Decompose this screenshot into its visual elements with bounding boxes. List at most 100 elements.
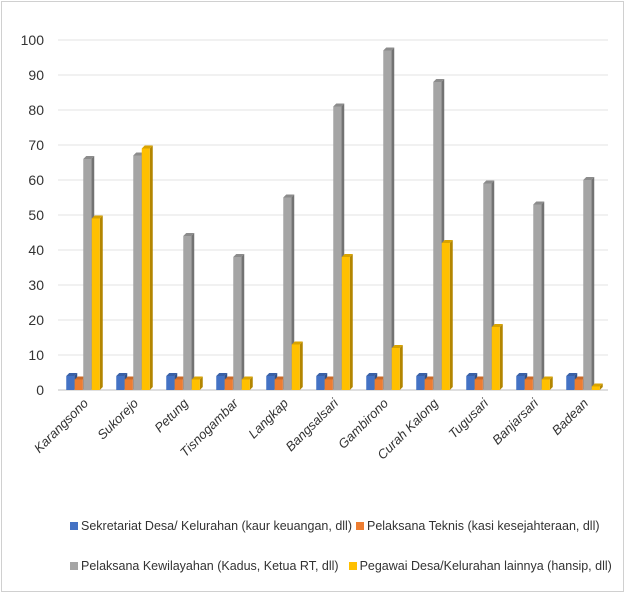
bar-front-face (583, 180, 592, 390)
bar-top-face (491, 324, 503, 327)
bar-top-face (141, 145, 153, 149)
bar-top-face (533, 201, 545, 205)
legend-swatch-sekretariat (70, 522, 78, 530)
bar-front-face (366, 376, 375, 390)
bar-top-face (424, 376, 436, 380)
bar-front-face (116, 376, 125, 390)
legend-label-pelaksana-teknis: Pelaksana Teknis (kasi kesejahteraan, dl… (366, 519, 600, 533)
y-tick-label: 30 (28, 277, 44, 293)
bar-front-face (474, 379, 483, 390)
bar-top-face (391, 345, 403, 348)
bar-front-face (74, 379, 83, 390)
bar-front-face (283, 197, 292, 390)
bar-front-face (441, 243, 450, 390)
legend-item-pelaksana-teknis: Pelaksana Teknis (kasi kesejahteraan, dl… (355, 519, 600, 533)
bar-front-face (141, 148, 150, 390)
bar-petung-s3 (191, 376, 203, 390)
bar-front-face (183, 236, 192, 390)
bar-top-face (324, 376, 336, 380)
legend-label-sekretariat: Sekretariat Desa/ Kelurahan (kaur keuang… (81, 519, 352, 533)
legend-row-1: Sekretariat Desa/ Kelurahan (kaur keuang… (70, 516, 610, 536)
y-tick-label: 100 (21, 32, 45, 48)
bar-front-face (166, 376, 175, 390)
legend-row-2: Pelaksana Kewilayahan (Kadus, Ketua RT, … (70, 556, 612, 576)
bar-tisnogambar-s2 (233, 254, 245, 390)
bar-side-face (149, 145, 153, 390)
x-tick-label: Petung (151, 395, 191, 435)
bar-side-face (241, 254, 245, 390)
bar-top-face (591, 383, 603, 387)
bar-gambirono-s3 (391, 345, 403, 390)
bar-front-face (491, 327, 500, 390)
bar-top-face (416, 373, 428, 376)
bar-side-face (541, 201, 545, 390)
y-tick-label: 60 (28, 172, 44, 188)
bar-top-face (183, 233, 195, 236)
bar-top-face (224, 376, 236, 380)
bar-top-face (291, 341, 303, 345)
bar-front-face (233, 257, 242, 390)
bar-top-face (116, 373, 128, 376)
bar-front-face (133, 155, 142, 390)
bar-front-face (391, 348, 400, 390)
y-axis-ticks: 0 10 20 30 40 50 60 70 80 90 100 (21, 32, 45, 398)
legend-label-kewilayahan: Pelaksana Kewilayahan (Kadus, Ketua RT, … (81, 559, 339, 573)
bar-front-face (316, 376, 325, 390)
bar-side-face (591, 177, 595, 390)
bar-badean-s2 (583, 177, 595, 390)
legend-swatch-pelaksana-teknis (355, 522, 364, 530)
bar-front-face (266, 376, 275, 390)
legend-swatch-kewilayahan (70, 562, 78, 570)
x-tick-label: Badean (549, 396, 591, 438)
bar-top-face (66, 373, 78, 376)
bar-front-face (424, 379, 433, 390)
y-tick-label: 90 (28, 67, 44, 83)
bar-side-face (99, 215, 103, 390)
legend-swatch-pegawai-lainnya (348, 562, 357, 570)
bar-sukorejo-s3 (141, 145, 153, 390)
y-tick-label: 50 (28, 207, 44, 223)
y-tick-label: 20 (28, 312, 44, 328)
bar-side-face (399, 345, 403, 390)
bar-petung-s2 (183, 233, 195, 390)
bars (66, 47, 603, 390)
bar-side-face (499, 324, 503, 390)
legend-item-kewilayahan: Pelaksana Kewilayahan (Kadus, Ketua RT, … (70, 559, 339, 573)
bar-front-face (341, 257, 350, 390)
bar-top-face (433, 79, 445, 82)
bar-front-face (83, 159, 92, 390)
bar-side-face (299, 341, 303, 390)
bar-side-face (249, 376, 253, 390)
bar-side-face (549, 376, 553, 390)
bar-side-face (191, 233, 195, 390)
bar-front-face (333, 106, 342, 390)
bar-top-face (174, 376, 186, 380)
bar-top-face (74, 376, 86, 380)
bar-front-face (224, 379, 233, 390)
bar-top-face (216, 373, 228, 376)
bar-front-face (91, 218, 100, 390)
bar-top-face (191, 376, 203, 380)
bar-top-face (524, 376, 536, 380)
bar-top-face (441, 240, 453, 243)
bar-langkap-s3 (291, 341, 303, 390)
bar-top-face (283, 194, 295, 198)
bar-top-face (274, 376, 286, 380)
bar-top-face (341, 254, 353, 257)
bar-front-face (66, 376, 75, 390)
bar-side-face (291, 194, 295, 390)
bar-top-face (366, 373, 378, 376)
bar-top-face (374, 376, 386, 380)
bar-top-face (233, 254, 245, 257)
bar-front-face (216, 376, 225, 390)
bar-side-face (391, 47, 395, 390)
bar-front-face (274, 379, 283, 390)
x-tick-label: Karangsono (31, 396, 91, 456)
bar-top-face (91, 215, 103, 219)
bar-front-face (174, 379, 183, 390)
bar-front-face (516, 376, 525, 390)
bar-curah-kalong-s3 (441, 240, 453, 390)
bar-gambirono-s2 (383, 47, 395, 390)
bar-front-face (524, 379, 533, 390)
bar-top-face (83, 156, 95, 159)
